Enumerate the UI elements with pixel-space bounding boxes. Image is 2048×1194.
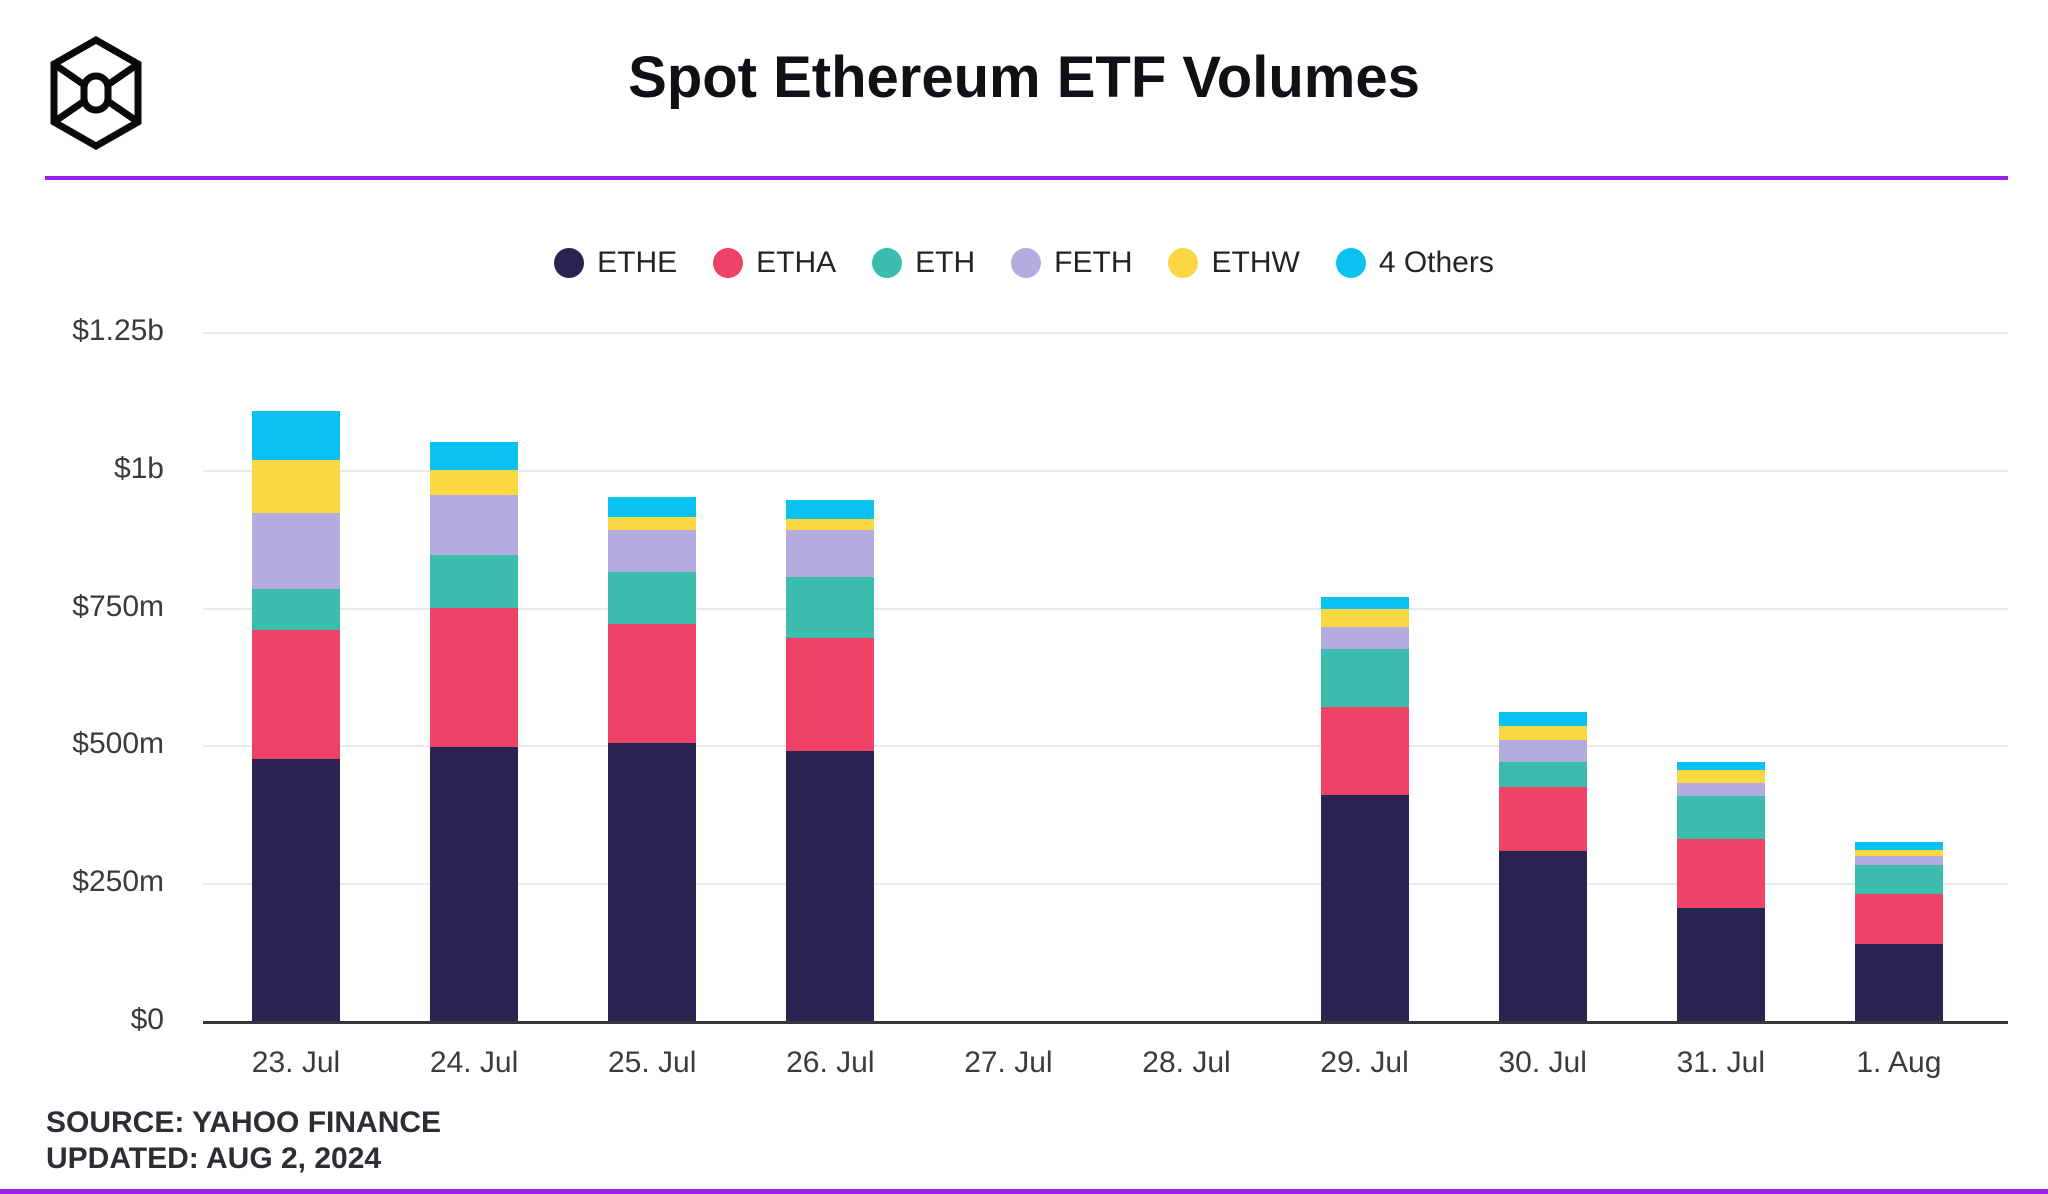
bar-segment-ethe-31-jul[interactable] xyxy=(1676,908,1765,1021)
legend-label: 4 Others xyxy=(1378,246,1494,279)
y-axis-tick-label: $1b xyxy=(113,451,164,485)
legend-item-feth[interactable]: FETH xyxy=(1011,246,1132,280)
bar-segment-feth-25-jul[interactable] xyxy=(608,530,697,572)
bar-segment-etha-25-jul[interactable] xyxy=(608,624,697,743)
bar-segment-etha-23-jul[interactable] xyxy=(252,629,340,760)
legend-item-ethw[interactable]: ETHW xyxy=(1168,246,1300,280)
chart-legend: ETHE ETHA ETH FETH ETHW 4 Others xyxy=(0,246,2048,280)
legend-item-4-others[interactable]: 4 Others xyxy=(1335,246,1494,280)
updated-text: UPDATED: AUG 2, 2024 xyxy=(46,1142,382,1175)
legend-swatch-icon xyxy=(713,248,744,278)
bar-segment-feth-31-jul[interactable] xyxy=(1676,782,1765,797)
x-axis-label: 1. Aug xyxy=(1856,1046,1942,1079)
legend-label: ETHE xyxy=(597,246,678,279)
bar-segment-feth-29-jul[interactable] xyxy=(1320,626,1409,649)
gridline-1.25b xyxy=(203,332,2008,334)
y-axis-tick-label: $250m xyxy=(72,865,164,899)
legend-label: ETH xyxy=(915,246,976,279)
footer-divider xyxy=(0,1189,2048,1194)
bar-segment-ethe-29-jul[interactable] xyxy=(1320,795,1409,1021)
bar-segment-ethw-24-jul[interactable] xyxy=(430,469,519,495)
bar-segment-ethw-29-jul[interactable] xyxy=(1320,608,1409,627)
legend-swatch-icon xyxy=(872,248,903,278)
x-axis-label: 25. Jul xyxy=(607,1046,697,1079)
bar-segment-etha-30-jul[interactable] xyxy=(1498,786,1587,852)
legend-label: FETH xyxy=(1054,246,1133,279)
bar-segment-eth-23-jul[interactable] xyxy=(252,589,340,630)
bar-segment-eth-24-jul[interactable] xyxy=(430,555,519,608)
x-axis-label: 24. Jul xyxy=(429,1046,519,1079)
the-block-logo-icon xyxy=(50,36,142,150)
bar-segment-4-others-26-jul[interactable] xyxy=(786,500,875,520)
legend-item-etha[interactable]: ETHA xyxy=(713,246,836,280)
gridline-1b xyxy=(203,469,2008,472)
legend-swatch-icon xyxy=(1168,248,1199,278)
bar-segment-eth-29-jul[interactable] xyxy=(1320,648,1409,707)
bar-segment-ethe-24-jul[interactable] xyxy=(430,747,519,1021)
bar-segment-eth-25-jul[interactable] xyxy=(608,571,697,625)
bar-segment-ethw-26-jul[interactable] xyxy=(786,519,875,531)
legend-item-eth[interactable]: ETH xyxy=(872,246,975,280)
header-divider xyxy=(45,176,2008,180)
y-axis-tick-label: $750m xyxy=(72,589,164,623)
legend-label: ETHW xyxy=(1211,246,1300,279)
bar-segment-4-others-1-aug[interactable] xyxy=(1854,841,1943,851)
y-axis-tick-label: $1.25b xyxy=(72,314,164,347)
bar-segment-ethw-1-aug[interactable] xyxy=(1854,850,1943,856)
bar-segment-ethe-25-jul[interactable] xyxy=(608,742,697,1021)
bar-segment-ethw-23-jul[interactable] xyxy=(252,460,340,513)
bar-segment-feth-24-jul[interactable] xyxy=(430,494,519,556)
bar-segment-4-others-23-jul[interactable] xyxy=(252,410,340,461)
bar-segment-etha-26-jul[interactable] xyxy=(786,637,875,751)
bar-segment-4-others-24-jul[interactable] xyxy=(430,442,519,470)
bar-segment-4-others-29-jul[interactable] xyxy=(1320,596,1409,609)
bar-segment-feth-30-jul[interactable] xyxy=(1498,739,1587,762)
legend-swatch-icon xyxy=(1335,248,1366,278)
bar-segment-feth-1-aug[interactable] xyxy=(1854,855,1943,865)
bar-segment-ethe-23-jul[interactable] xyxy=(252,759,340,1021)
x-axis-label: 26. Jul xyxy=(786,1046,875,1079)
bar-segment-ethw-30-jul[interactable] xyxy=(1498,726,1587,740)
y-axis-tick-label: $500m xyxy=(72,727,164,761)
gridline-500m xyxy=(203,745,2008,748)
bar-segment-4-others-31-jul[interactable] xyxy=(1676,761,1765,771)
chart-title: Spot Ethereum ETF Volumes xyxy=(628,45,1420,110)
bar-segment-4-others-25-jul[interactable] xyxy=(608,497,697,517)
bar-segment-etha-29-jul[interactable] xyxy=(1320,706,1409,795)
bar-segment-ethw-31-jul[interactable] xyxy=(1676,770,1765,783)
x-axis-label: 23. Jul xyxy=(251,1046,341,1079)
bar-segment-feth-26-jul[interactable] xyxy=(786,530,875,578)
bar-segment-eth-30-jul[interactable] xyxy=(1498,761,1587,787)
legend-item-ethe[interactable]: ETHE xyxy=(554,246,677,280)
bar-segment-etha-1-aug[interactable] xyxy=(1854,894,1943,944)
source-text: SOURCE: YAHOO FINANCE xyxy=(46,1106,442,1139)
bar-segment-etha-31-jul[interactable] xyxy=(1676,839,1765,908)
x-axis-label: 31. Jul xyxy=(1676,1046,1765,1079)
legend-swatch-icon xyxy=(554,248,585,278)
x-axis-label: 27. Jul xyxy=(964,1046,1053,1079)
bar-segment-feth-23-jul[interactable] xyxy=(252,512,340,590)
y-axis-tick-label: $0 xyxy=(130,1003,164,1036)
bar-segment-ethe-26-jul[interactable] xyxy=(786,750,875,1021)
bar-segment-eth-31-jul[interactable] xyxy=(1676,796,1765,840)
legend-label: ETHA xyxy=(756,246,837,279)
bar-segment-ethe-1-aug[interactable] xyxy=(1854,943,1943,1021)
bar-segment-eth-1-aug[interactable] xyxy=(1854,865,1943,895)
bar-segment-4-others-30-jul[interactable] xyxy=(1498,712,1587,727)
gridline-250m xyxy=(203,883,2008,886)
x-axis-label: 30. Jul xyxy=(1498,1046,1587,1079)
legend-swatch-icon xyxy=(1011,248,1042,278)
x-axis-label: 29. Jul xyxy=(1320,1046,1409,1079)
bar-segment-eth-26-jul[interactable] xyxy=(786,577,875,638)
bar-segment-ethw-25-jul[interactable] xyxy=(608,516,697,531)
gridline-0 xyxy=(203,1021,2008,1024)
bar-segment-ethe-30-jul[interactable] xyxy=(1498,851,1587,1021)
x-axis-label: 28. Jul xyxy=(1142,1046,1231,1079)
gridline-750m xyxy=(203,607,2008,610)
bar-segment-etha-24-jul[interactable] xyxy=(430,607,519,748)
